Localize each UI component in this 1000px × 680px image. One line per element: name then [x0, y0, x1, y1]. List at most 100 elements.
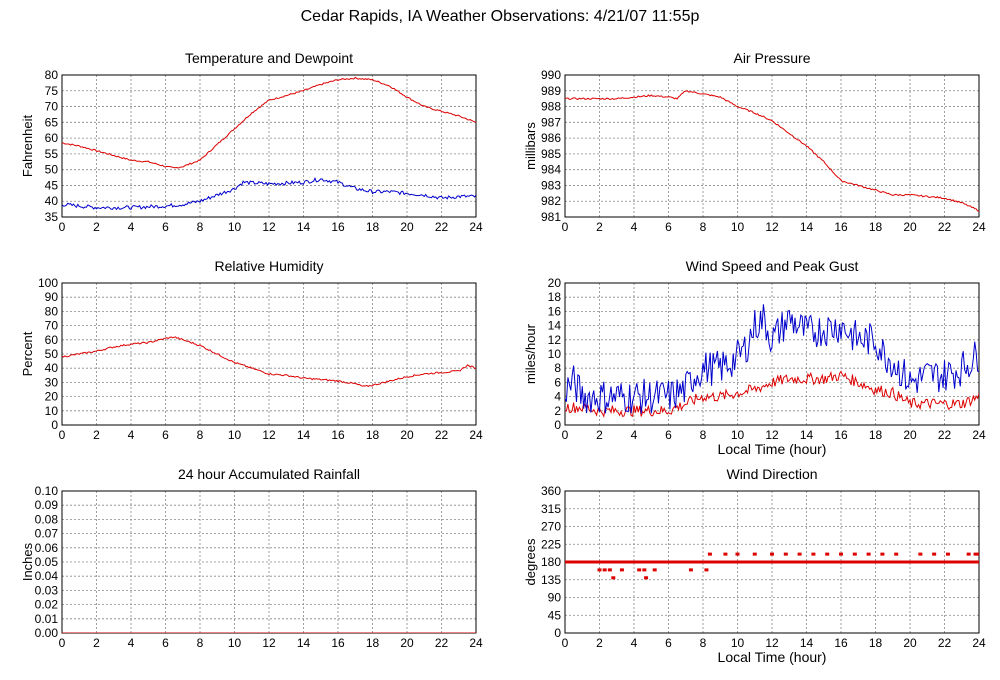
- x-tick-label: 12: [262, 428, 276, 442]
- y-tick-label: 989: [541, 84, 561, 98]
- data-point: [652, 568, 657, 572]
- y-tick-label: 225: [541, 537, 561, 551]
- data-point: [637, 568, 642, 572]
- x-tick-label: 2: [93, 428, 100, 442]
- y-tick-label: 80: [45, 68, 59, 82]
- y-tick-label: 180: [541, 555, 561, 569]
- x-tick-label: 22: [435, 428, 449, 442]
- y-tick-label: 0.04: [35, 569, 59, 583]
- x-tick-label: 12: [262, 220, 276, 234]
- x-tick-label: 16: [331, 220, 345, 234]
- x-tick-label: 14: [800, 428, 814, 442]
- x-tick-label: 16: [834, 636, 848, 650]
- x-tick-label: 20: [903, 428, 917, 442]
- x-tick-label: 2: [596, 220, 603, 234]
- y-tick-label: 0.03: [35, 583, 59, 597]
- y-tick-label: 0.00: [35, 626, 59, 640]
- x-tick-label: 14: [800, 220, 814, 234]
- x-tick-label: 2: [596, 636, 603, 650]
- x-tick-label: 6: [162, 428, 169, 442]
- x-tick-label: 18: [366, 220, 380, 234]
- data-point: [852, 552, 857, 556]
- y-tick-label: 986: [541, 131, 561, 145]
- x-tick-label: 6: [162, 636, 169, 650]
- data-point: [644, 576, 649, 580]
- y-tick-label: 0.06: [35, 541, 59, 555]
- y-tick-label: 0: [51, 418, 58, 432]
- y-tick-label: 0: [554, 626, 561, 640]
- data-point: [723, 552, 728, 556]
- y-axis-label: Fahrenheit: [20, 115, 35, 178]
- x-tick-label: 0: [59, 636, 66, 650]
- x-tick-label: 10: [731, 636, 745, 650]
- y-tick-label: 981: [541, 210, 561, 224]
- y-tick-label: 4: [554, 390, 561, 404]
- y-tick-label: 70: [45, 319, 59, 333]
- x-tick-label: 8: [197, 636, 204, 650]
- chart-title: 24 hour Accumulated Rainfall: [178, 466, 360, 482]
- data-point: [611, 576, 616, 580]
- data-point: [642, 568, 647, 572]
- x-tick-label: 4: [128, 636, 135, 650]
- data-point: [688, 568, 693, 572]
- data-point: [783, 552, 788, 556]
- y-tick-label: 10: [548, 347, 562, 361]
- y-tick-label: 40: [45, 361, 59, 375]
- x-tick-label: 22: [938, 636, 952, 650]
- x-tick-label: 0: [562, 636, 569, 650]
- x-tick-label: 18: [869, 220, 883, 234]
- y-tick-label: 18: [548, 290, 562, 304]
- y-tick-label: 0.02: [35, 598, 59, 612]
- y-tick-label: 90: [45, 290, 59, 304]
- x-tick-label: 20: [400, 636, 414, 650]
- x-tick-label: 6: [665, 428, 672, 442]
- x-tick-label: 4: [631, 636, 638, 650]
- y-tick-label: 0.09: [35, 498, 59, 512]
- x-tick-label: 14: [800, 636, 814, 650]
- y-tick-label: 40: [45, 194, 59, 208]
- x-tick-label: 8: [197, 220, 204, 234]
- x-tick-label: 10: [731, 220, 745, 234]
- x-tick-label: 24: [469, 428, 483, 442]
- y-tick-label: 35: [45, 210, 59, 224]
- data-point: [918, 552, 923, 556]
- x-tick-label: 22: [435, 220, 449, 234]
- plot-frame: [564, 74, 980, 218]
- x-tick-label: 14: [297, 220, 311, 234]
- y-tick-label: 45: [548, 608, 562, 622]
- data-point: [966, 552, 971, 556]
- x-tick-label: 6: [162, 220, 169, 234]
- x-tick-label: 12: [765, 636, 779, 650]
- x-tick-label: 24: [469, 220, 483, 234]
- series-line: [565, 304, 979, 414]
- data-point: [973, 552, 978, 556]
- y-tick-label: 0: [554, 418, 561, 432]
- y-tick-label: 988: [541, 100, 561, 114]
- x-tick-label: 8: [700, 220, 707, 234]
- y-tick-label: 135: [541, 573, 561, 587]
- x-tick-label: 2: [93, 220, 100, 234]
- x-tick-label: 20: [400, 428, 414, 442]
- data-point: [977, 552, 979, 556]
- x-tick-label: 24: [469, 636, 483, 650]
- x-tick-label: 22: [435, 636, 449, 650]
- x-tick-label: 0: [59, 428, 66, 442]
- data-point: [597, 568, 602, 572]
- y-tick-label: 100: [38, 276, 58, 290]
- x-tick-label: 8: [700, 428, 707, 442]
- x-tick-label: 20: [903, 636, 917, 650]
- series-line: [62, 76, 476, 169]
- y-tick-label: 60: [45, 333, 59, 347]
- chart-title: Wind Direction: [726, 466, 817, 482]
- y-tick-label: 70: [45, 100, 59, 114]
- y-tick-label: 990: [541, 68, 561, 82]
- x-tick-label: 0: [562, 428, 569, 442]
- data-point: [866, 552, 871, 556]
- chart-title: Relative Humidity: [215, 258, 324, 274]
- data-point: [704, 568, 709, 572]
- y-tick-label: 6: [554, 375, 561, 389]
